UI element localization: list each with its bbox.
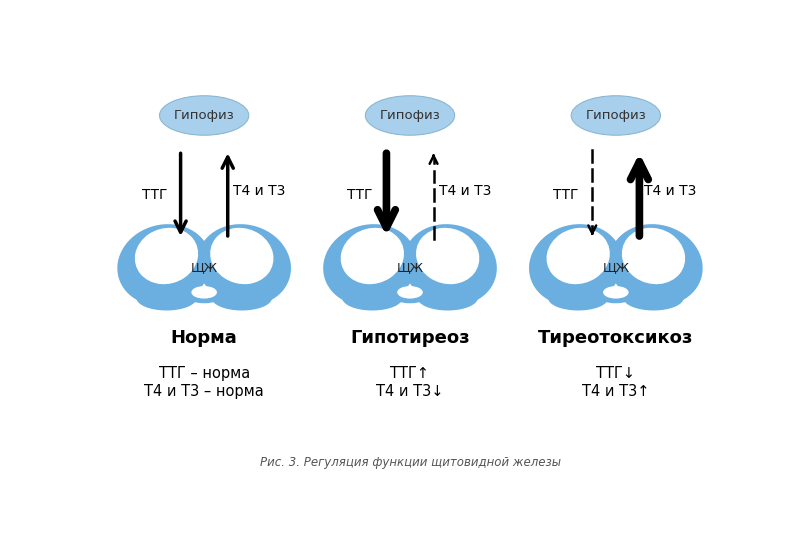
Ellipse shape	[341, 228, 404, 284]
Text: ЩЖ: ЩЖ	[190, 261, 218, 274]
Ellipse shape	[546, 228, 610, 284]
Text: Гипотиреоз: Гипотиреоз	[350, 328, 470, 347]
Text: ТТГ↓: ТТГ↓	[596, 366, 635, 381]
Ellipse shape	[211, 285, 272, 310]
Ellipse shape	[603, 286, 629, 299]
Ellipse shape	[118, 224, 211, 306]
Text: Гипофиз: Гипофиз	[380, 109, 440, 122]
FancyBboxPatch shape	[600, 262, 632, 277]
Ellipse shape	[135, 228, 198, 284]
Ellipse shape	[342, 285, 402, 310]
Text: Гипофиз: Гипофиз	[586, 109, 646, 122]
Ellipse shape	[136, 285, 197, 310]
Ellipse shape	[191, 286, 217, 299]
Text: Т4 и Т3 – норма: Т4 и Т3 – норма	[144, 383, 264, 398]
Text: Рис. 3. Регуляция функции щитовидной железы: Рис. 3. Регуляция функции щитовидной жел…	[259, 457, 561, 469]
Ellipse shape	[184, 287, 224, 303]
Text: ТТГ: ТТГ	[142, 187, 167, 202]
Ellipse shape	[416, 228, 479, 284]
Ellipse shape	[210, 228, 274, 284]
Ellipse shape	[323, 224, 417, 306]
FancyBboxPatch shape	[394, 262, 426, 277]
Ellipse shape	[366, 96, 454, 135]
Text: Тиреотоксикоз: Тиреотоксикоз	[538, 328, 694, 347]
Text: Т4 и Т3↓: Т4 и Т3↓	[376, 383, 444, 398]
Text: Т4 и Т3: Т4 и Т3	[438, 184, 491, 198]
Ellipse shape	[609, 224, 702, 306]
Ellipse shape	[529, 224, 622, 306]
Ellipse shape	[596, 287, 636, 303]
Text: ЩЖ: ЩЖ	[602, 261, 630, 274]
Text: ТТГ: ТТГ	[554, 187, 578, 202]
Ellipse shape	[548, 285, 608, 310]
Ellipse shape	[398, 286, 422, 299]
Text: Т4 и Т3↑: Т4 и Т3↑	[582, 383, 650, 398]
Ellipse shape	[198, 224, 291, 306]
Ellipse shape	[390, 287, 430, 303]
Ellipse shape	[571, 96, 661, 135]
Text: ТТГ – норма: ТТГ – норма	[158, 366, 250, 381]
Text: ТТГ: ТТГ	[347, 187, 373, 202]
FancyBboxPatch shape	[188, 262, 220, 277]
Ellipse shape	[623, 285, 684, 310]
Ellipse shape	[159, 96, 249, 135]
Ellipse shape	[622, 228, 685, 284]
Text: Т4 и Т3: Т4 и Т3	[644, 184, 697, 198]
Text: Гипофиз: Гипофиз	[174, 109, 234, 122]
Ellipse shape	[403, 224, 497, 306]
Text: ТТГ↑: ТТГ↑	[390, 366, 430, 381]
Text: Норма: Норма	[170, 328, 238, 347]
Ellipse shape	[418, 285, 478, 310]
Text: Т4 и Т3: Т4 и Т3	[233, 184, 285, 198]
Text: ЩЖ: ЩЖ	[397, 261, 423, 274]
